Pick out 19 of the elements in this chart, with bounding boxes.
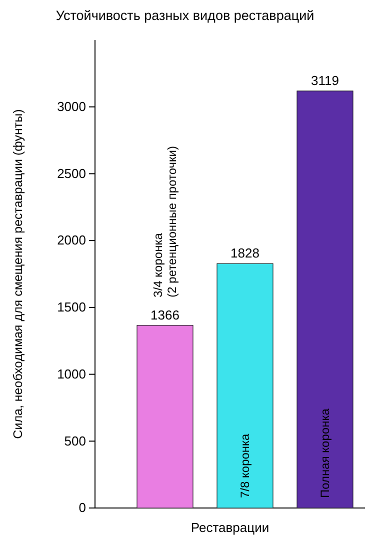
y-tick-label: 3000: [57, 99, 86, 114]
y-tick-label: 0: [78, 500, 86, 516]
y-tick-label: 1000: [57, 366, 86, 382]
x-tick-label: Полная коронка: [318, 408, 332, 498]
y-tick-label: 2000: [57, 232, 86, 248]
x-tick-label: 3/4 коронка (2 ретенционные проточки): [151, 146, 179, 298]
data-label: 3119: [311, 72, 339, 88]
chart-title: Устойчивость разных видов реставраций: [56, 8, 314, 23]
data-label: 1828: [230, 246, 260, 261]
bar: [216, 263, 274, 508]
y-axis-title: Сила, необходимая для смещения реставрации (фунты): [11, 109, 25, 439]
x-axis-title: Реставрации: [190, 520, 270, 535]
data-label: 1366: [150, 307, 180, 322]
y-tick-label: 2500: [57, 166, 86, 181]
bar: [136, 325, 194, 508]
bar: [296, 90, 354, 508]
y-tick-label: 1500: [57, 300, 86, 315]
y-tick-label: 500: [64, 433, 86, 448]
x-tick-label: 7/8 коронка: [238, 433, 252, 498]
